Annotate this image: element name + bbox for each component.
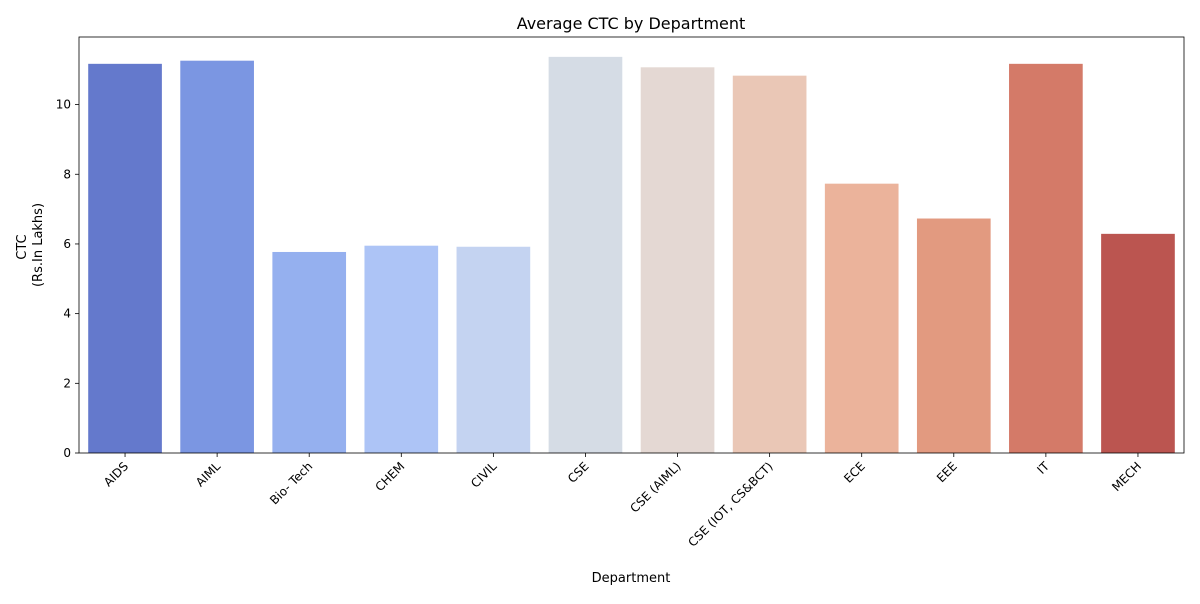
y-axis-label-line-1: CTC bbox=[15, 234, 30, 259]
x-tick-label: CHEM bbox=[373, 459, 408, 494]
bar-civil bbox=[456, 246, 531, 453]
x-tick-label: CIVIL bbox=[468, 459, 500, 491]
y-tick-label: 10 bbox=[56, 98, 71, 112]
x-tick-label: ECE bbox=[841, 459, 868, 486]
bar-aids bbox=[88, 63, 162, 453]
x-tick-label: CSE (IOT, CS&BCT) bbox=[685, 459, 775, 549]
bar-bio-tech bbox=[272, 251, 347, 453]
y-tick-label: 0 bbox=[63, 446, 71, 460]
y-axis-label-line-2: (Rs.In Lakhs) bbox=[31, 203, 46, 287]
y-tick-label: 2 bbox=[63, 376, 71, 390]
bar-mech bbox=[1101, 233, 1175, 453]
y-tick-label: 8 bbox=[63, 167, 71, 181]
x-tick-label: CSE bbox=[565, 459, 592, 486]
y-tick-label: 6 bbox=[63, 237, 71, 251]
plot-frame bbox=[78, 36, 1185, 454]
x-axis: AIDS AIML Bio- Tech CHEM CIVIL CSE CSE (AIML) C… bbox=[101, 453, 1144, 550]
bar-cse bbox=[548, 56, 623, 454]
x-tick-label: AIDS bbox=[101, 459, 131, 489]
bars-layer bbox=[88, 56, 1175, 454]
x-axis-label: Department bbox=[592, 571, 671, 586]
x-tick-label: Bio- Tech bbox=[267, 459, 315, 507]
x-tick-label: AIML bbox=[193, 459, 223, 489]
x-tick-label: CSE (AIML) bbox=[627, 459, 683, 515]
bar-it bbox=[1009, 63, 1083, 453]
x-tick-label: EEE bbox=[934, 459, 960, 485]
bar-aiml bbox=[180, 60, 254, 453]
y-axis-label: CTC (Rs.In Lakhs) bbox=[15, 203, 46, 287]
bar-cse-aiml bbox=[640, 67, 715, 453]
y-tick-label: 4 bbox=[63, 307, 71, 321]
bar-ece bbox=[824, 183, 899, 453]
x-tick-label: IT bbox=[1034, 459, 1052, 477]
bar-chem bbox=[364, 245, 439, 453]
y-axis: 0 2 4 6 8 10 bbox=[56, 98, 79, 460]
bar-cse-iot-cs-bct bbox=[732, 75, 807, 454]
chart-title: Average CTC by Department bbox=[517, 14, 746, 33]
bar-eee bbox=[916, 218, 991, 453]
x-tick-label: MECH bbox=[1109, 459, 1144, 494]
